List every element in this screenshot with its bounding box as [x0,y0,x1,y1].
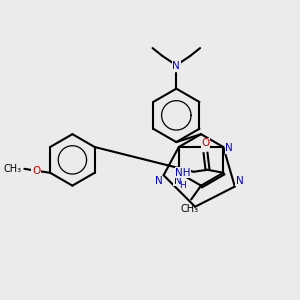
Text: O: O [201,138,210,148]
Text: N: N [174,176,182,186]
Text: NH: NH [175,168,191,178]
Text: H: H [179,181,186,190]
Text: O: O [32,166,41,176]
Text: N: N [155,176,163,186]
Text: CH₃: CH₃ [3,164,21,174]
Text: N: N [225,143,233,153]
Text: CH₃: CH₃ [180,204,198,214]
Text: N: N [236,176,244,185]
Text: N: N [172,61,180,71]
